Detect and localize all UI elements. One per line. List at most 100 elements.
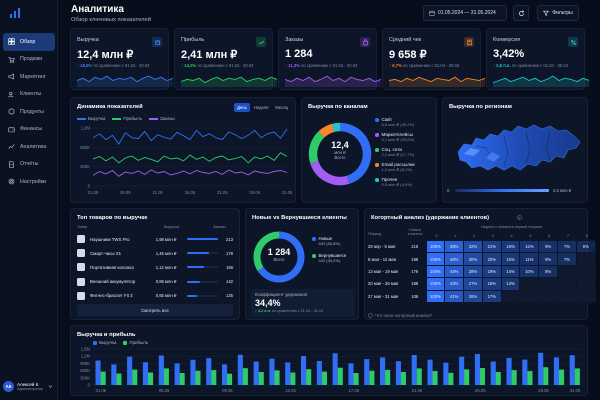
region-scale-max: 2,6 млн ₽: [553, 188, 572, 193]
x-tick-label: 11.05: [153, 190, 164, 195]
series-line-0: [92, 128, 288, 145]
region-card: Выручка по регионам 0 2,6 млн ₽: [442, 97, 588, 203]
legend-item-revenue-bar: Выручка: [93, 340, 116, 345]
sidebar: Обзор Продажи Маркетинг Клиенты Продукты Фина…: [0, 0, 58, 400]
cohort-row: 13 мая - 19 мая 176 100% 44% 28% 19% 14% 10% 8%: [366, 264, 596, 279]
sidebar-item-box[interactable]: Продукты: [3, 103, 55, 121]
bar-profit: [543, 367, 549, 385]
bar-profit: [337, 367, 343, 385]
cohort-cell: 44%: [444, 264, 465, 279]
user-profile[interactable]: АК Алексей К. Администратор: [3, 381, 57, 392]
cohort-week-header: 5: [529, 234, 532, 238]
percent-icon: [570, 39, 576, 45]
y-tick-label: 300K: [80, 375, 90, 380]
date-range-picker[interactable]: 01.05.2024 — 31.05.2024: [423, 5, 507, 21]
period-tabs: День Неделя Месяц: [234, 103, 291, 112]
sidebar-item-cart[interactable]: Продажи: [3, 51, 55, 69]
cohort-cell: [575, 277, 596, 291]
kpi-value: 2,41 млн ₽: [181, 49, 238, 61]
x-tick-label: 13.05: [285, 388, 296, 393]
channel-value: 1,0 млн ₽ (8,1%): [381, 167, 413, 172]
kpi-sparkline: [285, 75, 381, 87]
product-row[interactable]: Наушники TWS Pro 1,98 млн ₽ 213: [77, 233, 233, 245]
bar-profit: [242, 368, 248, 385]
kpi-sparkline: [77, 75, 173, 87]
sidebar-item-grid[interactable]: Обзор: [3, 33, 55, 51]
x-tick-label: 01.05: [88, 190, 99, 195]
bar-profit: [559, 369, 565, 385]
refresh-button[interactable]: [513, 5, 529, 21]
bar-revenue: [158, 355, 164, 385]
bar-profit: [464, 369, 470, 385]
bar-profit: [195, 370, 201, 385]
x-tick-label: 16.05: [185, 190, 196, 195]
chart-icon: [8, 144, 15, 150]
product-orders: 142: [226, 279, 233, 285]
cohort-week-header: 1: [454, 234, 457, 238]
y-tick-label: 900K: [80, 361, 90, 366]
donut-slice-3: [318, 123, 335, 138]
retention-total-label: Всего: [273, 257, 285, 262]
see-all-button[interactable]: Смотреть все: [77, 304, 233, 316]
filters-button[interactable]: Фильтры: [537, 5, 579, 21]
channels-total: 12,4: [331, 140, 349, 150]
kpi-value: 1 284: [285, 48, 313, 60]
product-row[interactable]: Смарт-часы X1 1,45 млн ₽ 178: [77, 247, 233, 259]
cohort-col-period: Период: [368, 232, 382, 236]
cohort-users: 106: [411, 293, 419, 299]
bar-profit: [258, 372, 264, 385]
products-title: Топ товаров по выручке: [77, 215, 148, 221]
bar-profit: [306, 369, 312, 385]
cohort-row: 29 апр - 5 мая 216 100% 48% 32% 21% 16% 12% 9% 7%…: [366, 239, 596, 254]
user-info: Алексей К. Администратор: [17, 382, 43, 391]
sidebar-item-wallet[interactable]: Финансы: [3, 121, 55, 139]
bar-profit: [400, 372, 406, 385]
revenue-profit-card: Выручка и прибыль Выручка Прибыль 0 300K 6…: [70, 325, 588, 396]
sidebar-item-megaphone[interactable]: Маркетинг: [3, 68, 55, 86]
channel-item: Прочее 0,5 млн ₽ (4,0%): [375, 177, 412, 187]
cohort-period: 13 мая - 19 мая: [368, 268, 399, 274]
bar-revenue: [348, 363, 354, 385]
bar-profit: [179, 373, 185, 385]
product-row[interactable]: Внешний аккумулятор 0,86 млн ₽ 142: [77, 276, 233, 288]
dynamics-card: Динамика показателей День Неделя Месяц В…: [70, 97, 296, 203]
tab-month[interactable]: Месяц: [275, 105, 288, 110]
help-icon: [368, 313, 373, 318]
product-revenue: 1,98 млн ₽: [155, 236, 177, 242]
sidebar-item-users[interactable]: Клиенты: [3, 86, 55, 104]
product-thumbnail: [77, 277, 85, 286]
products-col-product: Товар: [77, 225, 88, 229]
x-tick-label: 21.05: [217, 190, 228, 195]
megaphone-icon: [8, 73, 14, 80]
cohort-cell: [557, 277, 577, 291]
product-row[interactable]: Фитнес-браслет Fit 3 0,65 млн ₽ 125: [77, 290, 233, 302]
cohort-users: 176: [411, 268, 419, 274]
chevron-down-icon[interactable]: [48, 384, 53, 389]
tab-day[interactable]: День: [234, 103, 250, 112]
sidebar-item-document[interactable]: Отчёты: [3, 156, 55, 174]
sidebar-item-gear[interactable]: Настройки: [3, 173, 55, 191]
product-revenue-bar: [186, 252, 218, 255]
bar-profit: [211, 370, 217, 385]
sidebar-item-chart[interactable]: Аналитика: [3, 138, 55, 156]
cohort-help-link[interactable]: Что такое когортный анализ?: [368, 313, 432, 318]
cohort-week-header: 0: [435, 234, 438, 238]
bar-profit: [511, 370, 517, 385]
cohort-cell: 18%: [481, 277, 502, 291]
y-tick-label: 1,2M: [81, 126, 91, 131]
kpi-card-bag: Заказы 1 284 ↑ 11,3% по сравнению с 01.04 …: [278, 28, 381, 90]
filter-icon: [543, 10, 550, 16]
tab-week[interactable]: Неделя: [253, 105, 269, 110]
bar-revenue: [538, 352, 544, 385]
bar-revenue: [443, 362, 449, 385]
bar-profit: [353, 373, 359, 385]
cohort-cell: [557, 289, 577, 303]
product-row[interactable]: Портативная колонка 1,12 млн ₽ 156: [77, 261, 233, 273]
cohort-cell: 15%: [500, 252, 521, 266]
kpi-sparkline: [181, 76, 277, 87]
refresh-icon: [518, 9, 524, 16]
cohort-cell: 100%: [425, 289, 446, 303]
info-icon[interactable]: [517, 215, 522, 220]
product-name: Наушники TWS Pro: [90, 236, 130, 242]
donut-slice-4: [332, 122, 341, 132]
